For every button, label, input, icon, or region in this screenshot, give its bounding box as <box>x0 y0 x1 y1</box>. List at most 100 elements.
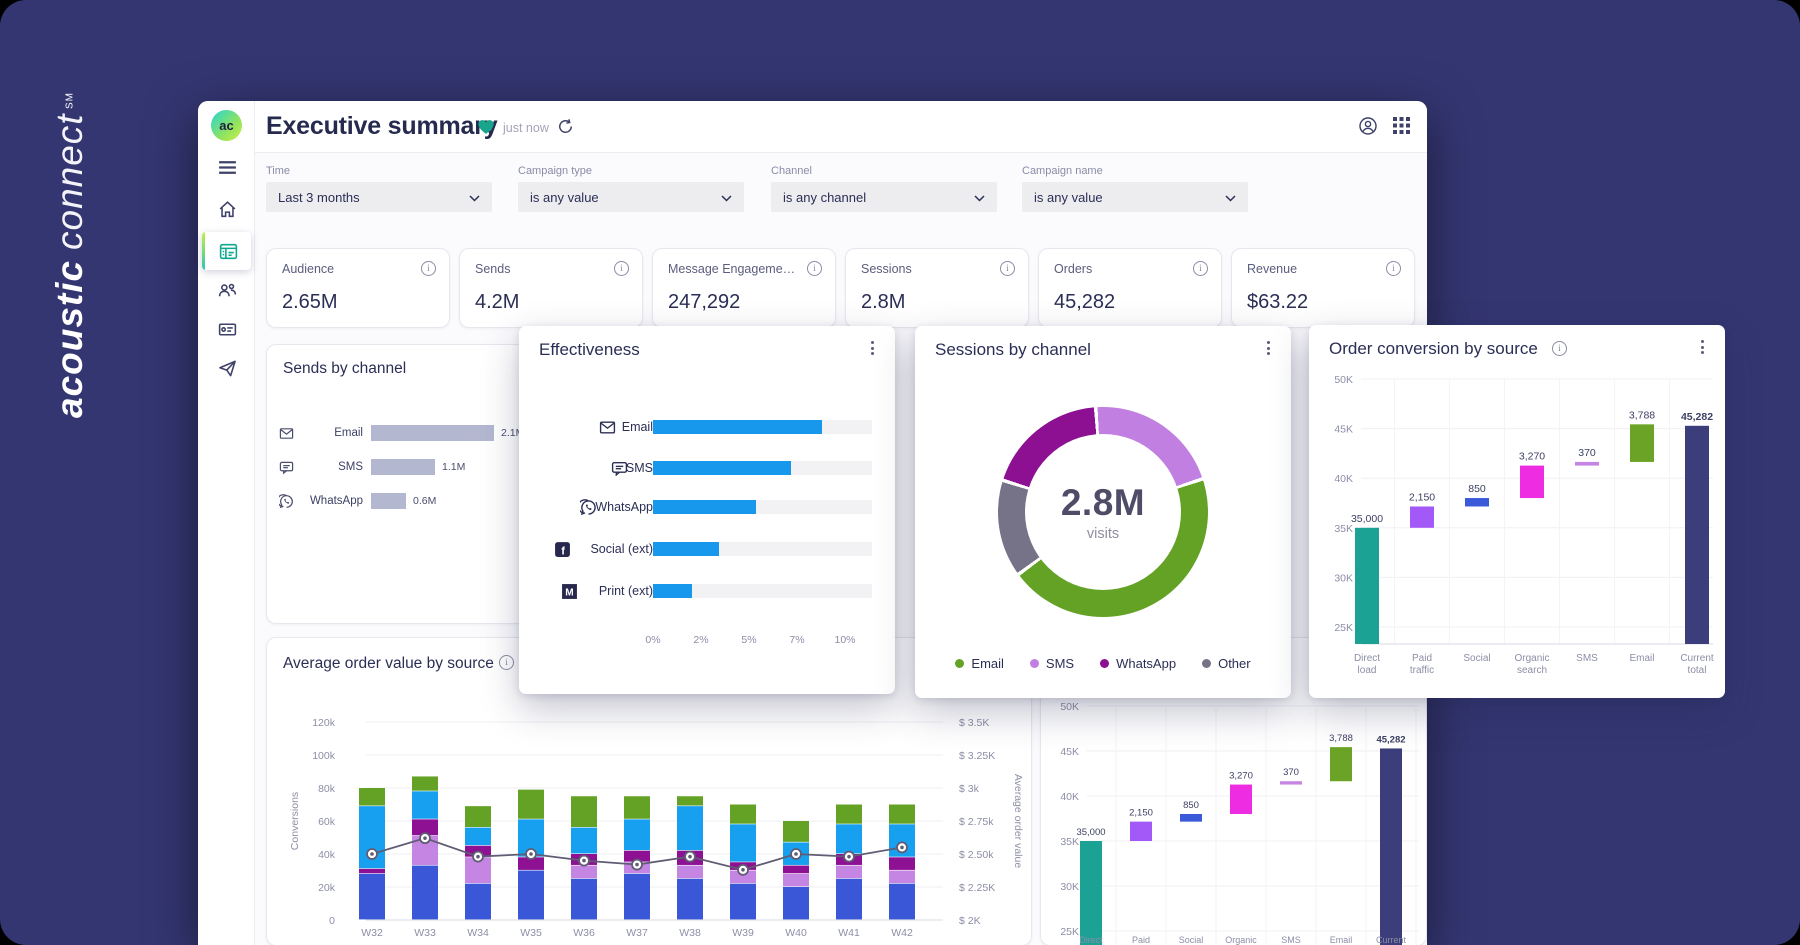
whatsapp-icon <box>577 499 597 516</box>
heart-icon[interactable] <box>477 118 495 140</box>
filter-label: Campaign name <box>1022 165 1103 177</box>
stacked-bar-segment <box>359 788 385 806</box>
stacked-bar-segment <box>624 850 650 862</box>
stacked-bar-segment <box>518 870 544 920</box>
legend-label: WhatsApp <box>1116 656 1177 671</box>
legend-item-sms: SMS <box>1029 656 1074 671</box>
kpi-label: Message Engageme… <box>668 262 796 276</box>
svg-text:load: load <box>1358 665 1377 676</box>
svg-text:35,000: 35,000 <box>1076 827 1105 838</box>
kebab-menu-icon[interactable] <box>1693 337 1711 357</box>
stacked-bar-segment <box>412 819 438 836</box>
bar-label: SMS <box>625 461 653 475</box>
svg-text:40k: 40k <box>318 849 336 861</box>
waterfall-bar-email <box>1630 424 1654 462</box>
info-icon[interactable]: i <box>499 655 514 670</box>
svg-text:W41: W41 <box>838 927 860 939</box>
svg-text:$ 2.25K: $ 2.25K <box>959 882 995 894</box>
svg-text:850: 850 <box>1468 483 1486 495</box>
filter-select[interactable]: is any channel <box>771 182 997 212</box>
kpi-value: $63.22 <box>1247 291 1309 313</box>
kebab-menu-icon[interactable] <box>1259 338 1277 358</box>
sessions-by-channel-title: Sessions by channel <box>935 340 1091 359</box>
svg-text:20k: 20k <box>318 882 336 894</box>
filter-label: Channel <box>771 165 812 177</box>
stacked-bar-segment <box>836 865 862 879</box>
bar <box>371 459 435 475</box>
menu-icon[interactable] <box>215 155 239 179</box>
svg-text:Direct: Direct <box>1079 935 1103 945</box>
waterfall-bar-paid-traffic <box>1410 506 1434 528</box>
axis-tick-label: 5% <box>741 634 757 646</box>
kpi-label: Orders <box>1054 262 1093 276</box>
filter-select[interactable]: is any value <box>1022 182 1248 212</box>
svg-text:3,270: 3,270 <box>1229 771 1253 782</box>
campaigns-icon[interactable] <box>215 356 239 380</box>
waterfall-bar-email <box>1330 747 1352 782</box>
svg-text:$ 2K: $ 2K <box>959 915 981 927</box>
svg-text:35,000: 35,000 <box>1351 513 1383 525</box>
svg-text:45,282: 45,282 <box>1376 734 1405 745</box>
svg-text:Email: Email <box>1629 653 1654 664</box>
sessions-by-channel-card: Sessions by channel 2.8M visits Email SMS… <box>915 326 1291 698</box>
user-icon[interactable] <box>1358 116 1378 141</box>
axis-tick-label: 7% <box>789 634 805 646</box>
donut-center-value: 2.8M <box>1060 482 1146 523</box>
info-icon[interactable]: i <box>1000 261 1015 276</box>
audiences-icon[interactable] <box>215 278 239 302</box>
page-title: Executive summary <box>266 112 498 140</box>
legend-item-other: Other <box>1202 656 1251 671</box>
sends-by-channel-title: Sends by channel <box>283 360 407 377</box>
apps-grid-icon[interactable] <box>1392 116 1411 141</box>
kebab-menu-icon[interactable] <box>863 338 881 358</box>
filter-campaign-name: Campaign name is any value <box>1022 165 1248 212</box>
reports-nav-active[interactable] <box>202 232 251 270</box>
stacked-bar-segment <box>465 827 491 846</box>
home-icon[interactable] <box>215 197 239 221</box>
kpi-value: 247,292 <box>668 291 741 313</box>
svg-text:$ 3.5K: $ 3.5K <box>959 717 989 729</box>
filter-label: Campaign type <box>518 165 592 177</box>
kpi-value: 45,282 <box>1054 291 1116 313</box>
filter-campaign-type: Campaign type is any value <box>518 165 744 212</box>
legend-dot <box>1202 659 1212 668</box>
kpi-label: Sends <box>475 262 511 276</box>
svg-text:total: total <box>1688 665 1707 676</box>
info-icon[interactable]: i <box>614 261 629 276</box>
app-logo-icon[interactable]: ac <box>211 110 242 141</box>
kpi-label: Audience <box>282 262 335 276</box>
filter-label: Time <box>266 165 291 177</box>
refresh-icon[interactable] <box>557 118 574 140</box>
svg-text:3,270: 3,270 <box>1519 451 1545 463</box>
chevron-down-icon <box>721 190 732 205</box>
bar <box>653 420 822 434</box>
stacked-bar-segment <box>836 878 862 920</box>
acoustic-connect-logo: acoustic connect SM <box>38 58 102 418</box>
kpi-value: 4.2M <box>475 291 520 313</box>
filter-select[interactable]: is any value <box>518 182 744 212</box>
bar <box>653 500 756 514</box>
stacked-bar-segment <box>836 804 862 824</box>
info-icon[interactable]: i <box>421 261 436 276</box>
bar-label: WhatsApp <box>309 495 363 507</box>
info-icon[interactable]: i <box>1193 261 1208 276</box>
info-icon[interactable]: i <box>1552 341 1567 356</box>
stacked-bar-segment <box>465 806 491 827</box>
info-icon[interactable]: i <box>1386 261 1401 276</box>
bar-row-whatsapp: WhatsApp 0.6M <box>267 493 879 509</box>
svg-text:M: M <box>565 588 573 599</box>
waterfall-bar-paid-traffic <box>1130 821 1152 841</box>
svg-text:Current: Current <box>1680 653 1714 664</box>
filter-value: is any value <box>1034 189 1103 205</box>
filter-select[interactable]: Last 3 months <box>266 182 492 212</box>
order-conversion-chart: 50K 45K 40K 35K 30K 25K 35,000 Direct load 2,150 P… <box>1309 325 1725 703</box>
info-icon[interactable]: i <box>807 261 822 276</box>
stacked-bar-segment <box>889 870 915 884</box>
content-icon[interactable] <box>215 317 239 341</box>
stacked-bar-segment <box>518 789 544 819</box>
chevron-down-icon <box>974 190 985 205</box>
svg-text:30K: 30K <box>1060 881 1079 893</box>
kpi-label: Revenue <box>1247 262 1298 276</box>
axis-tick-label: 2% <box>693 634 709 646</box>
svg-text:traffic: traffic <box>1410 665 1434 676</box>
